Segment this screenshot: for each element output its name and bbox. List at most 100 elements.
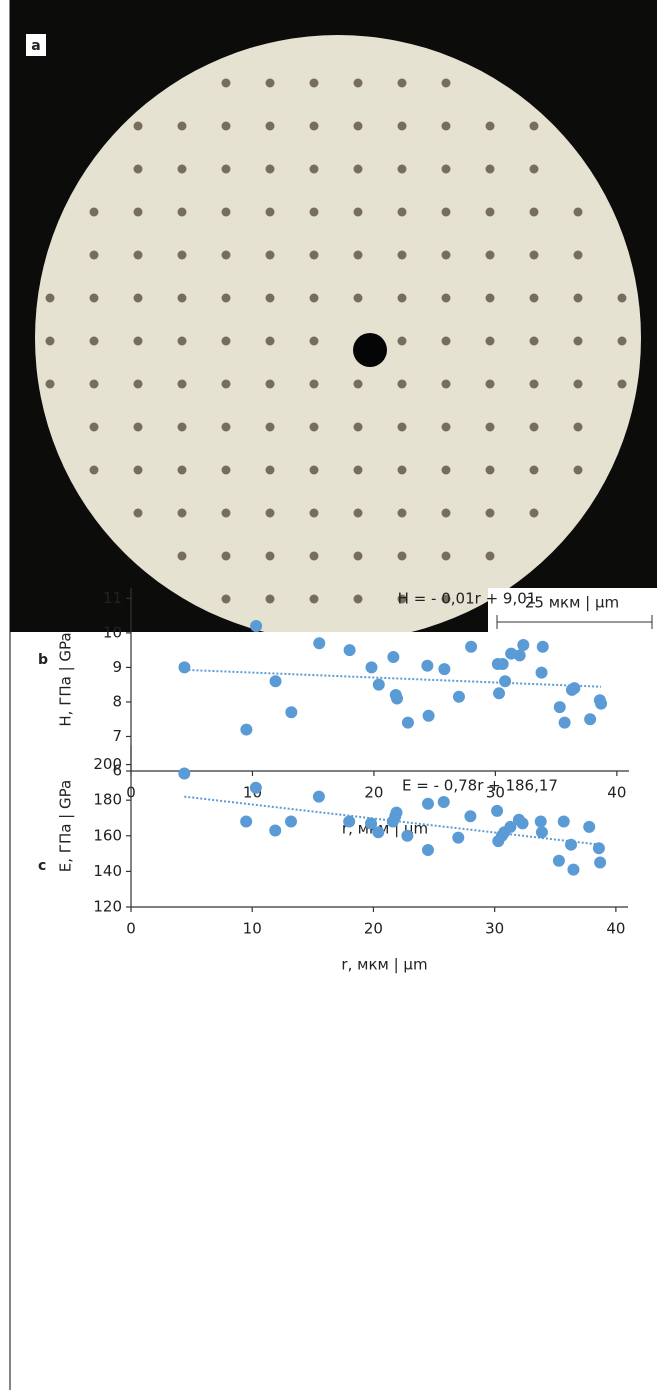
- photo-dot: [397, 78, 407, 88]
- photo-dot: [485, 250, 495, 260]
- photo-dot: [309, 78, 319, 88]
- photo-dot: [617, 336, 627, 346]
- data-point: [365, 661, 378, 674]
- photo-dot: [441, 465, 451, 475]
- photo-dot: [265, 164, 275, 174]
- photo-dot: [45, 293, 55, 303]
- photo-dot: [309, 508, 319, 518]
- data-point: [584, 713, 597, 726]
- photo-dot: [309, 465, 319, 475]
- photo-dot: [177, 422, 187, 432]
- photo-dot: [397, 508, 407, 518]
- photo-dot: [397, 164, 407, 174]
- photo-dot: [221, 508, 231, 518]
- photo-dot: [441, 293, 451, 303]
- photo-dot: [529, 121, 539, 131]
- photo-dot: [133, 508, 143, 518]
- data-point: [390, 806, 403, 819]
- photo-dot: [441, 78, 451, 88]
- data-point: [552, 854, 565, 867]
- data-point: [595, 697, 608, 710]
- data-point: [592, 842, 605, 855]
- y-axis-label: H, ГПа | GPa: [57, 632, 75, 726]
- photo-dot: [573, 293, 583, 303]
- data-point: [421, 659, 434, 672]
- photo-dot: [397, 422, 407, 432]
- photo-dot: [133, 207, 143, 217]
- photo-dot: [309, 379, 319, 389]
- y-tick-label: 10: [103, 623, 122, 641]
- y-tick-label: 160: [93, 826, 122, 844]
- photo-dot: [221, 121, 231, 131]
- photo-dot: [485, 379, 495, 389]
- photo-dot: [89, 336, 99, 346]
- photo-dot: [397, 336, 407, 346]
- photo-dot: [177, 207, 187, 217]
- photo-dot: [309, 207, 319, 217]
- data-point: [269, 675, 282, 688]
- photo-dot: [485, 121, 495, 131]
- photo-dot: [221, 293, 231, 303]
- data-point: [312, 790, 325, 803]
- photo-dot: [617, 293, 627, 303]
- data-point: [535, 826, 548, 839]
- photo-dot: [441, 336, 451, 346]
- data-point: [535, 666, 548, 679]
- photo-dot: [397, 250, 407, 260]
- photo-dot: [485, 422, 495, 432]
- photo-dot: [265, 336, 275, 346]
- photo-dot: [133, 379, 143, 389]
- data-point: [437, 795, 450, 808]
- panel-label: a: [31, 38, 40, 54]
- photo-dot: [397, 594, 407, 604]
- photo-dot: [353, 594, 363, 604]
- x-tick-label: 10: [243, 920, 262, 938]
- data-point: [516, 817, 529, 830]
- photo-dot: [265, 594, 275, 604]
- photo-dot: [441, 379, 451, 389]
- data-point: [313, 637, 326, 650]
- y-axis-label: E, ГПа | GPa: [57, 780, 75, 872]
- fiber-disk: [35, 35, 641, 632]
- panel-label-box: [26, 34, 46, 56]
- data-point: [452, 690, 465, 703]
- photo-dot: [221, 379, 231, 389]
- photo-dot: [397, 121, 407, 131]
- photo-dot: [529, 250, 539, 260]
- photo-dot: [89, 379, 99, 389]
- micrograph: a 25 мкм | µm: [10, 0, 657, 632]
- photo-dot: [353, 508, 363, 518]
- photo-dot: [573, 465, 583, 475]
- photo-dot: [529, 164, 539, 174]
- photo-dot: [441, 551, 451, 561]
- x-tick-label: 0: [126, 920, 136, 938]
- panel-label: b: [38, 652, 48, 668]
- photo-dot: [133, 422, 143, 432]
- photo-dot: [529, 422, 539, 432]
- photo-dot: [353, 465, 363, 475]
- photo-dot: [353, 379, 363, 389]
- photo-dot: [265, 207, 275, 217]
- photo-dot: [353, 121, 363, 131]
- photo-dot: [441, 121, 451, 131]
- photo-dot: [397, 293, 407, 303]
- photo-dot: [177, 164, 187, 174]
- photo-dot: [265, 422, 275, 432]
- y-tick-label: 200: [93, 755, 122, 773]
- x-tick-label: 20: [364, 784, 383, 802]
- data-point: [583, 820, 596, 833]
- y-tick-label: 9: [112, 658, 122, 676]
- photo-dot: [441, 594, 451, 604]
- photo-dot: [221, 250, 231, 260]
- central-hole: [353, 333, 387, 367]
- data-point: [372, 826, 385, 839]
- y-tick-label: 8: [112, 692, 122, 710]
- photo-dot: [573, 207, 583, 217]
- data-point: [504, 820, 517, 833]
- photo-dot: [529, 465, 539, 475]
- photo-dot: [221, 164, 231, 174]
- data-point: [452, 831, 465, 844]
- photo-dot: [133, 336, 143, 346]
- data-point: [178, 661, 191, 674]
- photo-dot: [441, 422, 451, 432]
